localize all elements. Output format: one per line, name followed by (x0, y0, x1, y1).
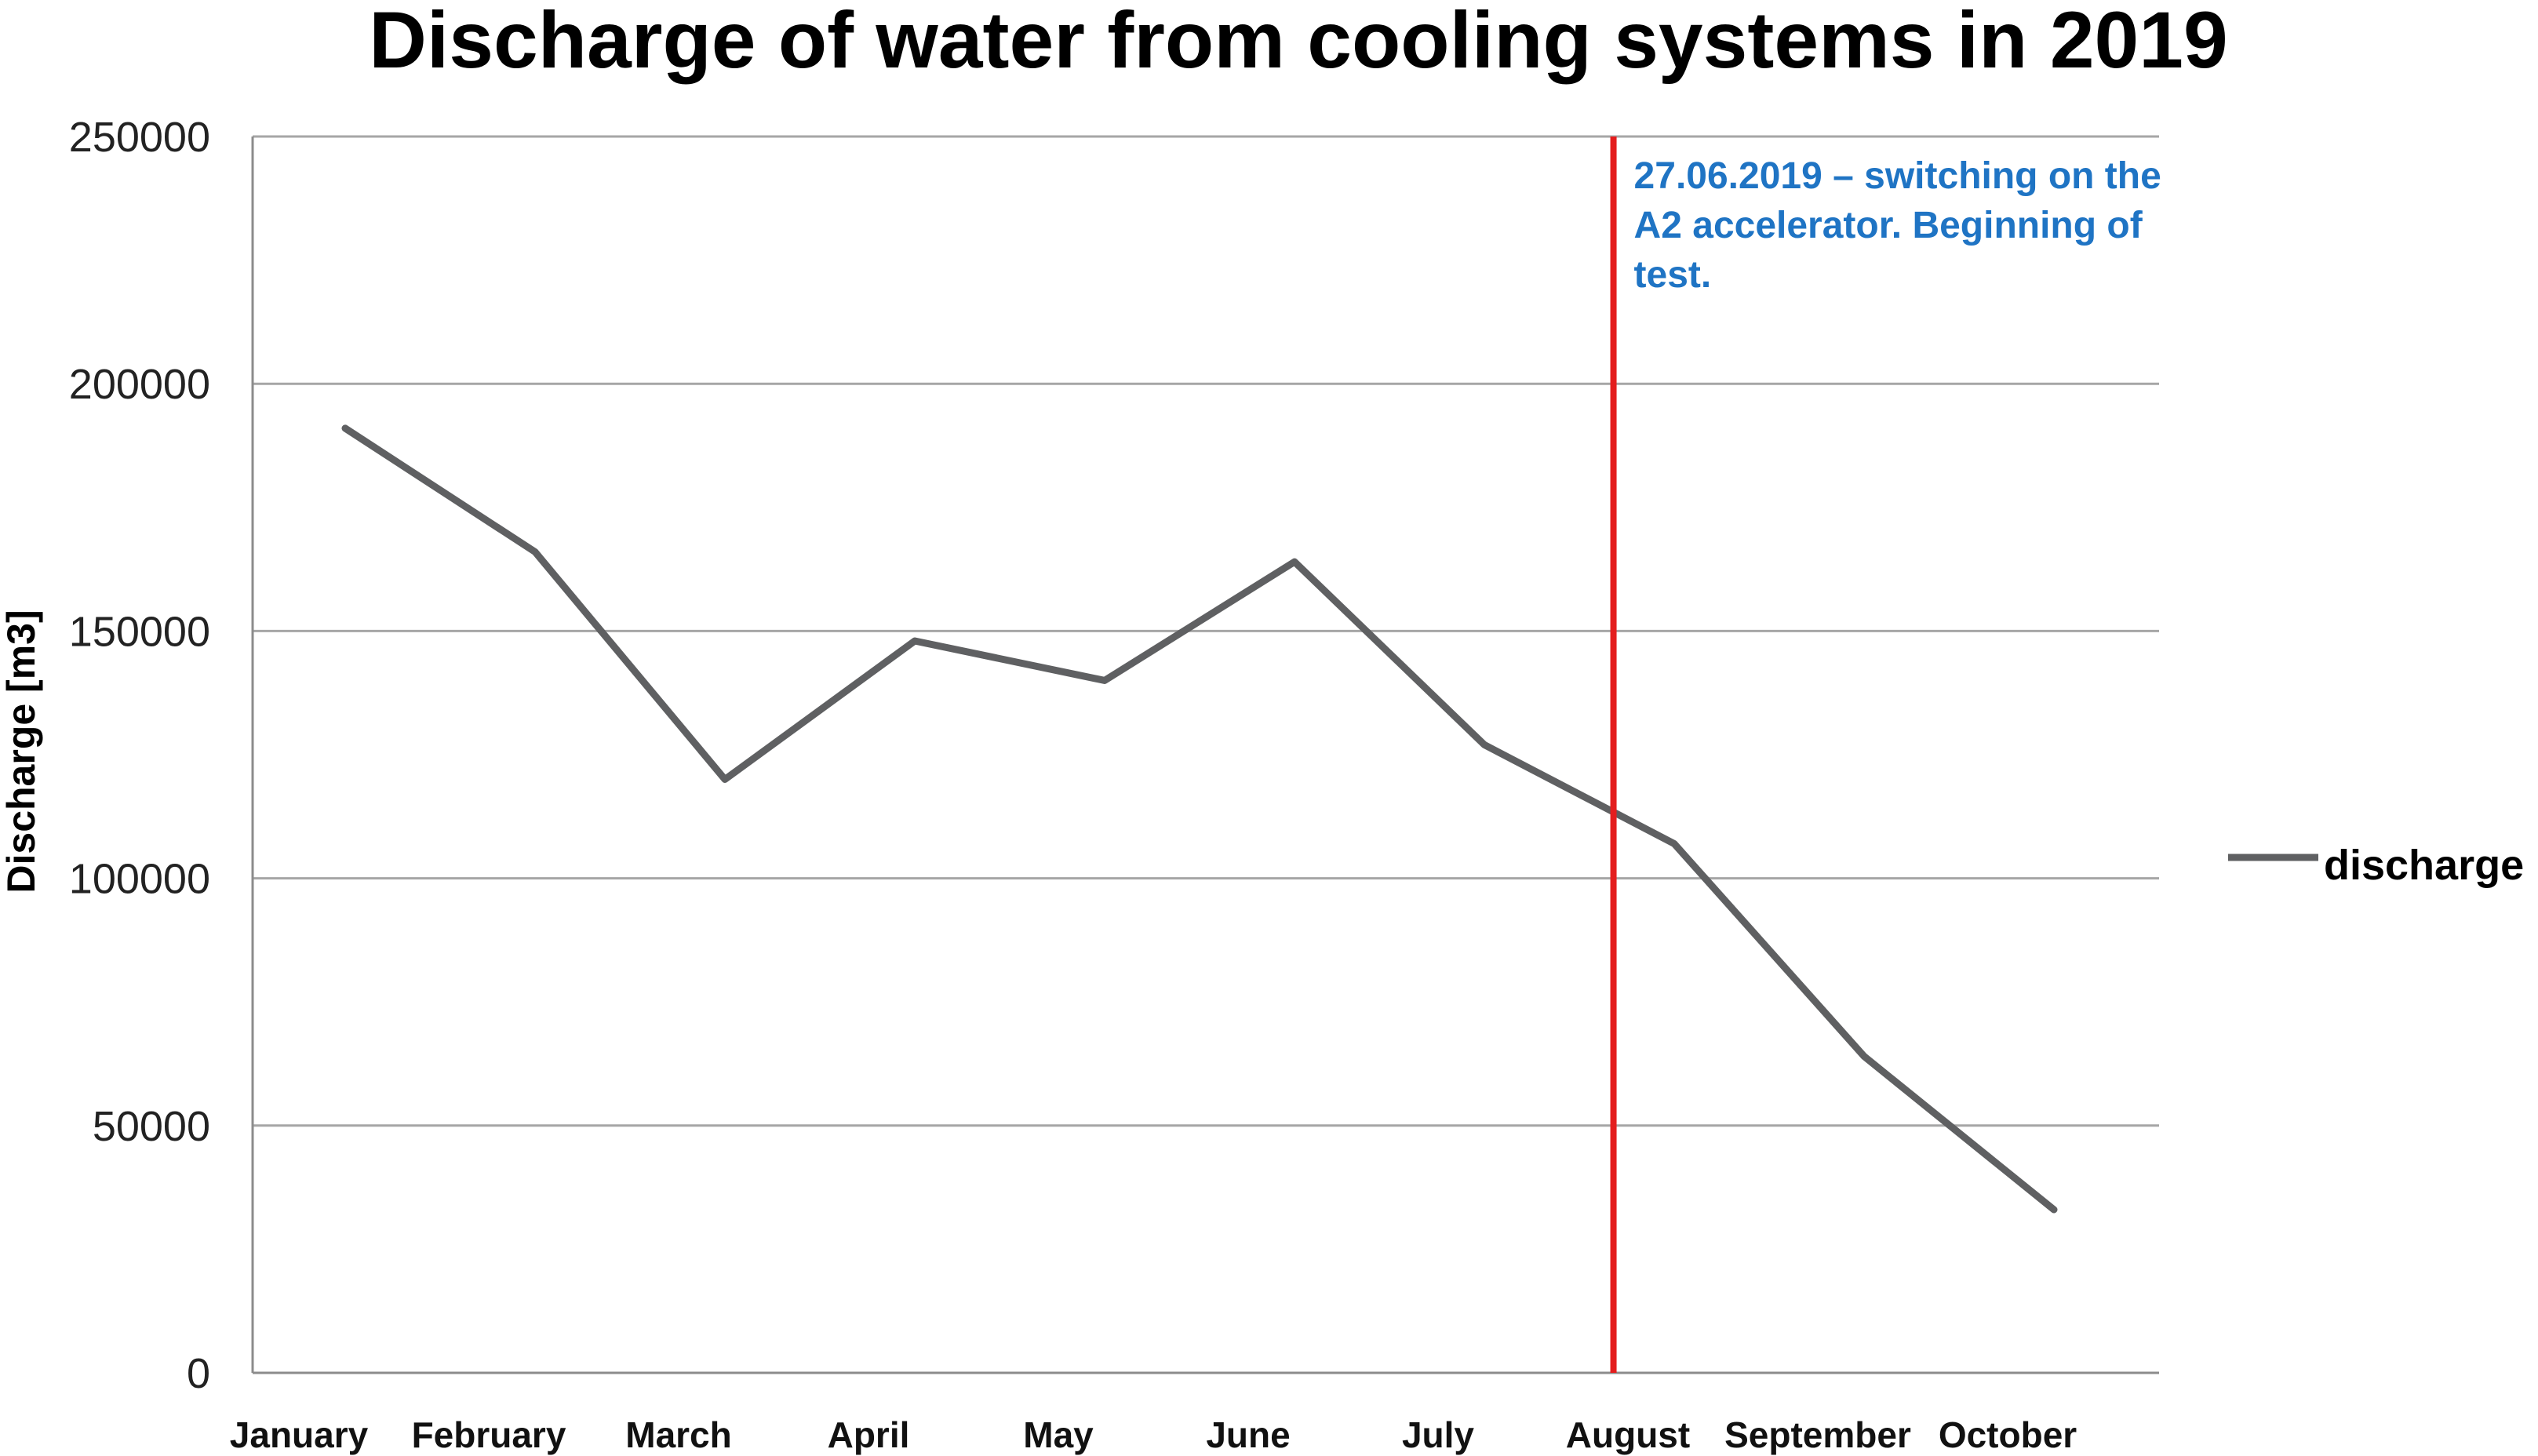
x-tick-label: March (625, 1414, 731, 1455)
data-point (1863, 1054, 1866, 1058)
annotation-text-line: 27.06.2019 – switching on the (1634, 155, 2161, 197)
x-tick-label: July (1402, 1414, 1474, 1455)
y-tick-label: 50000 (93, 1103, 210, 1150)
y-axis-ticks: 0 50000 100000 150000 200000 250000 (69, 114, 210, 1397)
annotation: 27.06.2019 – switching on the A2 accelera… (1610, 136, 2161, 1373)
series-layer (341, 424, 2058, 1214)
legend: discharge (2228, 842, 2524, 889)
data-point (1293, 560, 1296, 564)
chart-title: Discharge of water from cooling systems … (369, 0, 2227, 85)
x-tick-label: January (230, 1414, 369, 1455)
x-tick-label: August (1566, 1414, 1690, 1455)
x-tick-label: October (1939, 1414, 2077, 1455)
data-point (1103, 679, 1106, 682)
data-point (344, 426, 347, 430)
data-point (1673, 842, 1676, 846)
legend-label: discharge (2324, 842, 2524, 889)
y-tick-label: 150000 (69, 608, 210, 655)
y-axis-label: Discharge [m3] (0, 610, 43, 893)
x-tick-label: June (1206, 1414, 1290, 1455)
grid-lines (251, 135, 2159, 1374)
data-point (723, 777, 726, 781)
x-tick-label: April (828, 1414, 910, 1455)
data-point (2052, 1207, 2056, 1211)
x-tick-label: September (1724, 1414, 1911, 1455)
x-tick-label: February (412, 1414, 566, 1455)
y-tick-label: 200000 (69, 361, 210, 408)
y-tick-label: 100000 (69, 856, 210, 903)
data-point (533, 550, 537, 554)
y-tick-label: 250000 (69, 114, 210, 161)
annotation-text-line: test. (1634, 254, 1712, 296)
x-tick-label: May (1023, 1414, 1094, 1455)
data-point (1483, 743, 1486, 747)
x-axis-ticks: January February March April May June July Augu… (230, 1414, 2077, 1455)
data-point (913, 639, 916, 643)
annotation-text-line: A2 accelerator. Beginning of (1634, 205, 2143, 246)
y-tick-label: 0 (187, 1350, 210, 1397)
series-line-discharge (341, 424, 2058, 1214)
